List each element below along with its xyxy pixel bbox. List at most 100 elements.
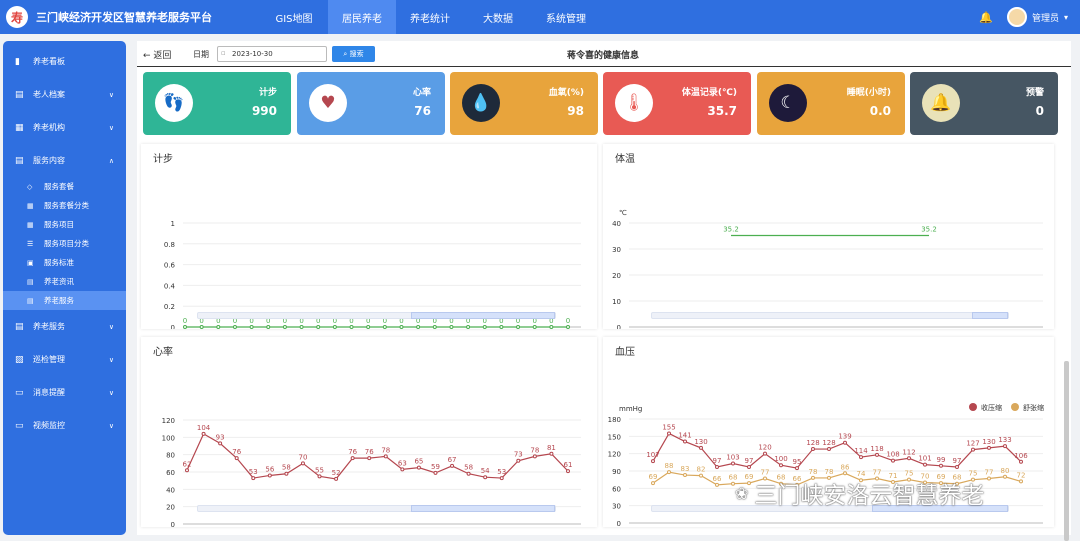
steps-chart-scrollbar[interactable]: [197, 312, 556, 319]
data-point: [466, 471, 471, 476]
data-label: 81: [547, 444, 556, 452]
data-label: 128: [822, 439, 835, 447]
card-label: 睡眠(小时): [846, 88, 891, 98]
data-label: 108: [886, 451, 899, 459]
card-sleep[interactable]: ☾ 睡眠(小时) 0.0: [757, 72, 905, 135]
data-point: [811, 475, 815, 480]
data-point: [499, 476, 504, 481]
sidebar-item-service-content[interactable]: ▤ 服务内容 ∧: [3, 144, 126, 177]
notification-bell-icon[interactable]: 🔔: [979, 10, 993, 24]
sidebar-subitem-service-item[interactable]: ▦ 服务项目: [3, 215, 126, 234]
sidebar-subitem-news[interactable]: ▤ 养老资讯: [3, 272, 126, 291]
nav-tab-gis[interactable]: GIS地图: [275, 13, 313, 25]
data-point: [987, 476, 991, 481]
nav-tab-system[interactable]: 系统管理: [546, 13, 586, 25]
card-value: 76: [414, 104, 431, 118]
chevron-down-icon: ∨: [108, 90, 114, 99]
blood-pressure-chart-scrollbar[interactable]: [651, 505, 1009, 512]
page-scrollbar[interactable]: [1064, 361, 1069, 541]
card-heart-rate[interactable]: ♥ 心率 76: [297, 72, 445, 135]
data-label: 63: [398, 459, 407, 467]
data-label: 83: [681, 465, 690, 473]
sidebar-subitem-standard[interactable]: ▣ 服务标准: [3, 253, 126, 272]
chevron-down-icon: ∨: [108, 388, 114, 397]
data-point: [267, 473, 272, 478]
user-name[interactable]: 管理员: [1031, 13, 1059, 24]
heart-rate-chart-scrollbar[interactable]: [197, 505, 556, 512]
date-input[interactable]: [217, 46, 327, 62]
sidebar-subitem-label: 服务套餐分类: [44, 201, 89, 210]
sidebar-subitem-elder-service[interactable]: ▤ 养老服务: [3, 291, 126, 310]
sidebar-subitem-package[interactable]: ◇ 服务套餐: [3, 177, 126, 196]
y-tick-label: 40: [166, 486, 175, 494]
sidebar-item-institutions[interactable]: ▦ 养老机构 ∨: [3, 111, 126, 144]
scrollbar-thumb[interactable]: [411, 505, 555, 512]
nav-tab-statistics[interactable]: 养老统计: [410, 13, 450, 25]
card-blood-oxygen[interactable]: 💧 血氧(%) 98: [450, 72, 598, 135]
card-temperature[interactable]: 🌡 体温记录(℃) 35.7: [603, 72, 751, 135]
chevron-down-icon[interactable]: ▾: [1063, 12, 1068, 22]
nav-tab-resident-care[interactable]: 居民养老: [328, 0, 396, 34]
data-label: 82: [697, 466, 706, 474]
data-point: [1003, 474, 1007, 479]
scrollbar-thumb[interactable]: [872, 505, 1008, 512]
sidebar-item-dashboard[interactable]: ▮ 养老看板: [3, 45, 126, 78]
scrollbar-thumb[interactable]: [972, 312, 1008, 319]
y-tick-label: 0: [171, 324, 175, 329]
data-point: [731, 461, 735, 466]
data-point: [907, 477, 911, 482]
data-point: [811, 447, 815, 452]
data-point: [923, 462, 927, 467]
temperature-chart-scrollbar[interactable]: [651, 312, 1009, 319]
y-tick-label: 0.8: [164, 241, 175, 249]
sidebar-item-elder-records[interactable]: ▤ 老人档案 ∨: [3, 78, 126, 111]
back-button[interactable]: ← 返回: [143, 51, 172, 61]
data-label: 69: [937, 473, 946, 481]
data-point: [875, 452, 879, 457]
sidebar-subitem-item-category[interactable]: ☰ 服务项目分类: [3, 234, 126, 253]
avatar[interactable]: [1006, 7, 1027, 27]
data-point: [449, 325, 454, 329]
data-point: [955, 481, 959, 486]
card-label: 血氧(%): [548, 88, 584, 98]
data-point: [827, 447, 831, 452]
card-steps[interactable]: 👣 计步 990: [143, 72, 291, 135]
data-label: 0: [416, 317, 420, 325]
data-point: [747, 464, 751, 469]
data-point: [234, 456, 239, 461]
data-label: 70: [921, 473, 930, 481]
data-label: 68: [953, 474, 962, 482]
data-point: [334, 476, 339, 481]
sidebar-item-elder-service[interactable]: ▤ 养老服务 ∨: [3, 310, 126, 343]
nav-tab-big-data[interactable]: 大数据: [483, 13, 513, 25]
data-label: 35.2: [921, 225, 937, 233]
sidebar-subitem-package-category[interactable]: ▦ 服务套餐分类: [3, 196, 126, 215]
data-label: 0: [366, 317, 370, 325]
card-value: 0.0: [869, 104, 891, 118]
data-point: [183, 325, 187, 329]
chevron-down-icon: ∨: [108, 123, 114, 132]
data-label: 112: [902, 448, 915, 456]
data-label: 54: [481, 467, 490, 475]
sidebar-item-messages[interactable]: ▭ 消息提醒 ∨: [3, 376, 126, 409]
legend-marker: [1011, 403, 1019, 411]
y-tick-label: 10: [612, 298, 621, 306]
data-point: [875, 476, 879, 481]
sidebar-item-video[interactable]: ▭ 视频监控 ∨: [3, 409, 126, 442]
unit-label: ℃: [619, 209, 627, 217]
sidebar-item-label: 视频监控: [33, 421, 65, 430]
card-alert[interactable]: 🔔 预警 0: [910, 72, 1058, 135]
data-point: [843, 471, 847, 476]
search-button[interactable]: ⌕ 搜索: [332, 46, 375, 62]
sidebar-item-inspection[interactable]: ▨ 巡检管理 ∨: [3, 343, 126, 376]
blood-pressure-chart-title: 血压: [615, 347, 635, 358]
data-point: [516, 458, 521, 463]
steps-chart: 00.20.40.60.812023-10-3003:372023-10-300…: [164, 220, 581, 329]
footprints-icon: 👣: [155, 84, 193, 122]
scrollbar-thumb[interactable]: [411, 312, 555, 319]
data-label: 77: [985, 469, 994, 477]
data-label: 56: [265, 465, 274, 473]
data-point: [316, 325, 321, 329]
temperature-chart: 010203040℃2023-10-3001:13:262023-10-3000…: [612, 209, 1043, 329]
sidebar-subitem-label: 服务项目: [44, 220, 74, 229]
